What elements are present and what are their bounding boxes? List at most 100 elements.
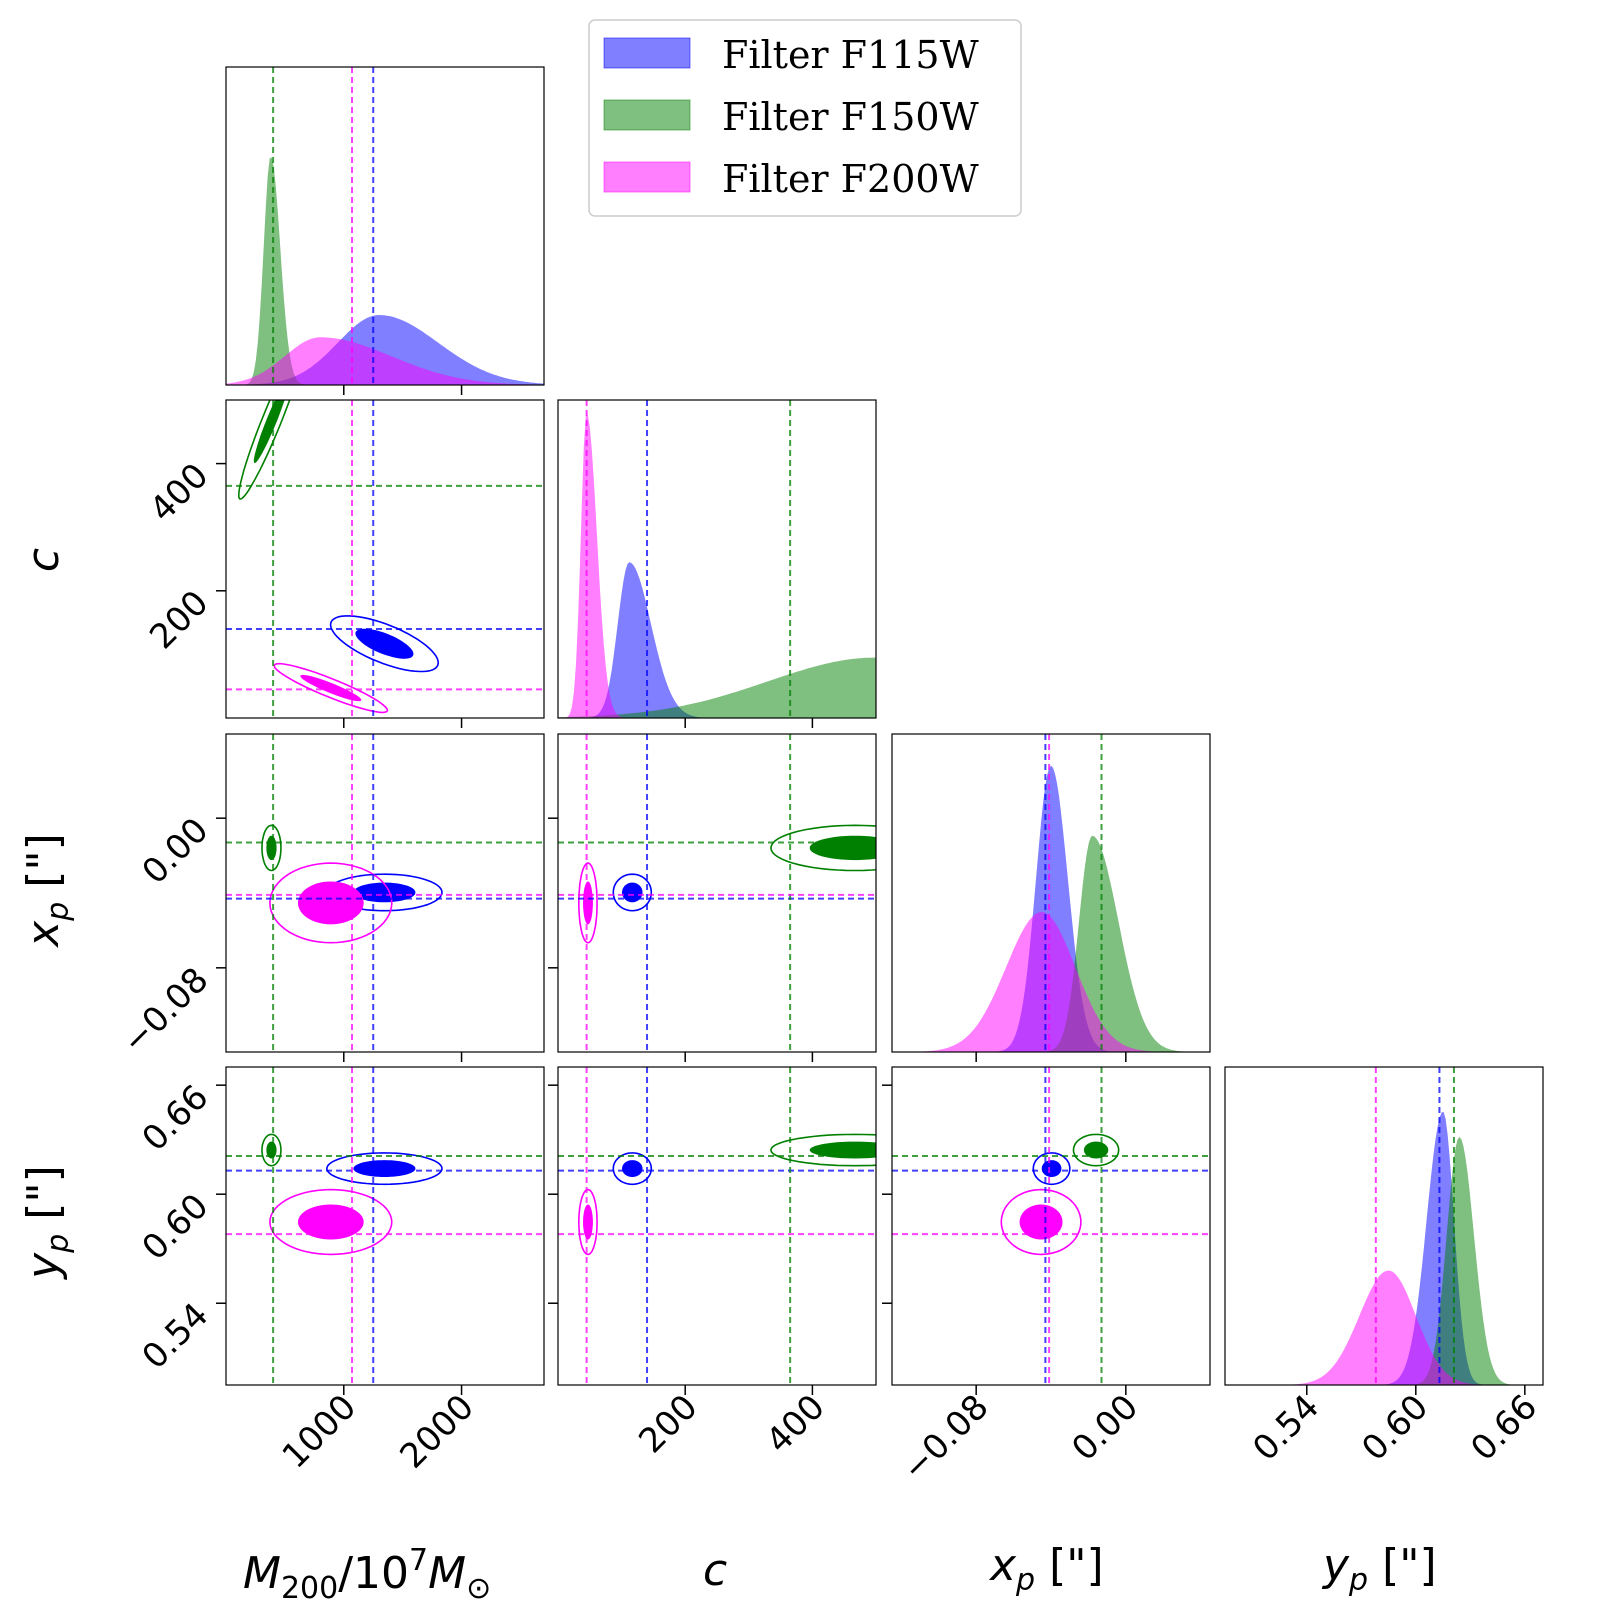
ytick-label-yp: 0.54 [135,1295,217,1377]
marginal-M200-series-1 [226,157,544,385]
ytick-label-xp: 0.00 [135,810,217,892]
ytick-label-c: 200 [142,583,216,657]
xtick-label-yp: 0.66 [1463,1387,1545,1469]
panel-frame [557,733,877,1053]
panel-frame [1224,1066,1544,1386]
xtick-label-yp: 0.60 [1354,1387,1436,1469]
legend-frame [588,19,1022,217]
ylabel-yp-unit: ["] [18,1165,69,1234]
marginal-M200-series-0 [226,315,544,385]
panel-content [226,67,544,385]
contour-outline-c-xp-series-1 [770,824,876,872]
contour-filled-c-yp-series-2 [583,1204,593,1240]
xlabel-m200: M200/107M⊙ [243,1543,491,1600]
xlabel-yp-sub: p [1348,1563,1368,1598]
contour-filled-M200-c-series-2 [300,674,362,702]
contour-outline-M200-yp-series-2 [269,1188,393,1256]
ylabel-xp-base: x [18,920,69,949]
panel-xp-xp [891,733,1211,1062]
contour-filled-c-xp-series-2 [583,881,593,925]
xlabel-yp-base: y [1321,1540,1350,1591]
contour-outline-M200-xp-series-2 [269,862,393,944]
marginal-xp-series-0 [892,765,1210,1052]
contour-outline-xp-yp-series-1 [1072,1133,1120,1167]
panel-frame [225,399,545,719]
panel-c-xp [548,733,877,1062]
xlabel-m200-mid: /10 [338,1548,409,1599]
contour-filled-M200-yp-series-2 [298,1204,364,1240]
panel-frame [891,1066,1211,1386]
panel-content [226,400,544,718]
xtick-label-c: 400 [759,1387,833,1461]
panel-M200-yp: 1000 2000 0.54 0.60 0.66 [135,1066,545,1477]
contour-filled-xp-yp-series-1 [1083,1141,1109,1159]
xlabel-m200-base2: M [428,1548,466,1599]
contour-outline-c-yp-series-2 [577,1188,598,1256]
panel-c-c [557,399,877,728]
contour-outline-M200-c-series-0 [329,615,440,673]
xtick-label-xp: 0.00 [1064,1387,1146,1469]
contour-filled-M200-xp-series-0 [353,882,416,903]
xlabel-xp-unit: ["] [1035,1540,1104,1591]
panel-frame [891,733,1211,1053]
panel-frame [225,66,545,386]
panel-c-yp: 200 400 [548,1066,877,1461]
ylabel-yp-base: y [18,1252,69,1281]
contour-filled-M200-c-series-1 [253,400,285,463]
xtick-label-c: 200 [631,1387,705,1461]
contour-filled-c-yp-series-1 [809,1141,876,1159]
xlabel-yp: yp ["] [1321,1540,1437,1598]
panel-frame [557,399,877,719]
legend-swatch-f200w [603,161,691,193]
panel-yp-yp: 0.54 0.60 0.66 [1224,1066,1545,1469]
contour-outline-M200-yp-series-0 [325,1152,443,1186]
marginal-c-series-1 [558,657,876,718]
contour-filled-M200-yp-series-1 [266,1141,277,1159]
xtick-label-xp: −0.08 [895,1387,997,1489]
ylabel-xp: xp ["] [18,833,76,949]
ytick-label-yp: 0.66 [135,1077,217,1159]
contour-outline-xp-yp-series-2 [1000,1188,1082,1256]
ylabel-xp-sub: p [41,902,76,922]
panel-content [226,1067,544,1385]
contour-outline-c-xp-series-0 [612,873,653,912]
contour-outline-c-yp-series-1 [770,1133,876,1167]
contour-filled-xp-yp-series-0 [1041,1160,1062,1177]
ytick-label-yp: 0.60 [135,1186,217,1268]
panel-xp-yp: −0.08 0.00 [882,1066,1211,1489]
panel-content [892,1067,1210,1385]
marginal-xp-series-2 [892,912,1210,1052]
panel-content [892,734,1210,1052]
panel-content [226,734,544,1052]
contour-outline-M200-yp-series-1 [261,1133,282,1167]
xlabel-m200-sub: 200 [281,1571,338,1600]
panel-M200-xp: −0.08 0.00 [114,733,545,1062]
legend-swatch-f115w [603,37,691,69]
legend-swatch-f150w [603,99,691,131]
xtick-label-yp: 0.54 [1245,1387,1327,1469]
contour-filled-c-yp-series-0 [622,1160,643,1177]
marginal-c-series-2 [558,414,876,718]
contour-outline-M200-c-series-2 [273,662,389,714]
panel-content [558,400,876,718]
panel-frame [225,1066,545,1386]
panels: 200 400 −0.08 0.00 1000 2000 0.54 0.60 0.66 200 40… [114,66,1545,1489]
panel-content [1225,1067,1543,1385]
ytick-label-xp: −0.08 [114,960,216,1062]
xlabel-xp-sub: p [1015,1563,1035,1598]
xlabel-m200-base: M [243,1548,281,1599]
legend-label-f150w: Filter F150W [722,95,979,139]
contour-filled-M200-c-series-0 [355,628,414,659]
ylabel-yp: yp ["] [18,1165,76,1281]
marginal-c-series-0 [558,562,876,718]
xlabel-c: c [703,1545,727,1596]
legend: Filter F115W Filter F150W Filter F200W [588,19,1022,217]
panel-M200-c: 200 400 [142,399,545,728]
panel-frame [557,1066,877,1386]
panel-content [558,1067,876,1385]
xlabel-xp-base: x [988,1540,1017,1591]
contour-filled-M200-xp-series-1 [266,835,277,861]
contour-filled-c-xp-series-1 [809,835,876,861]
